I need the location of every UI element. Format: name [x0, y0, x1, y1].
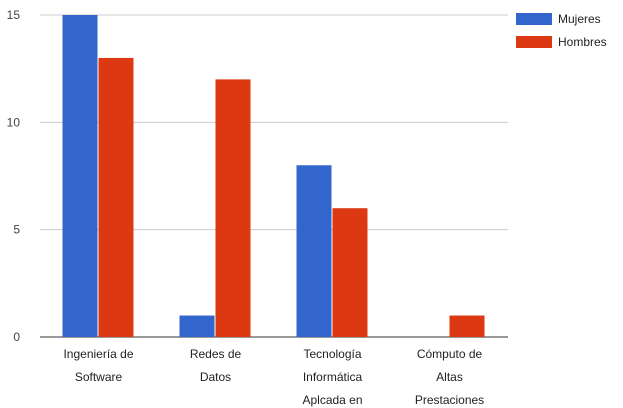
bar-hombres-4	[449, 315, 485, 337]
bar-mujeres-2	[179, 315, 215, 337]
legend-label-mujeres: Mujeres	[558, 12, 601, 26]
x-category-label: Redes de Datos	[190, 347, 242, 384]
legend: Mujeres Hombres	[516, 12, 607, 49]
bar-mujeres-1	[62, 15, 98, 337]
bars	[62, 15, 485, 338]
bar-hombres-2	[215, 79, 251, 338]
bar-mujeres-3	[296, 165, 332, 337]
legend-swatch-hombres	[516, 36, 552, 48]
x-category-label: Tecnología Informática Aplcada en	[302, 347, 362, 407]
x-axis-category-labels: Ingeniería de Software Redes de Datos Tecnol…	[63, 347, 484, 407]
y-axis-tick-labels: 0 5 10 15	[7, 8, 21, 344]
x-category-label: Cómputo de Altas Prestaciones	[415, 347, 484, 407]
legend-swatch-mujeres	[516, 13, 552, 25]
y-tick-label: 15	[7, 8, 21, 22]
legend-label-hombres: Hombres	[558, 35, 607, 49]
x-category-label: Ingeniería de Software	[63, 347, 133, 384]
y-tick-label: 10	[7, 115, 21, 129]
bar-hombres-3	[332, 208, 368, 337]
y-tick-label: 0	[13, 330, 20, 344]
y-tick-label: 5	[13, 223, 20, 237]
bar-hombres-1	[98, 57, 134, 337]
